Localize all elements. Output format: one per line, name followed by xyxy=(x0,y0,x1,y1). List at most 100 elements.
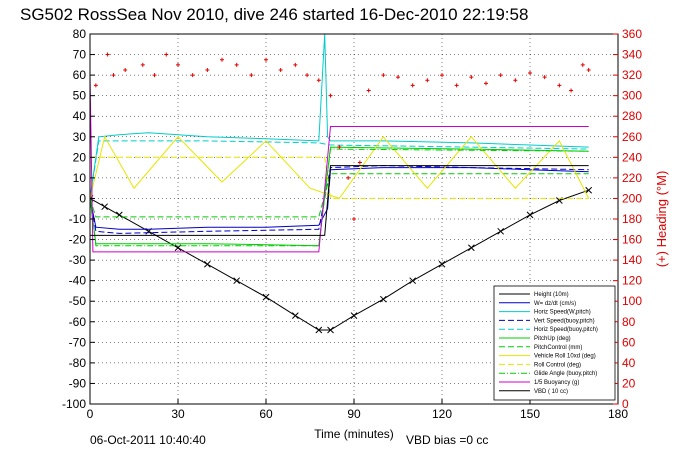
series-heading-point xyxy=(498,73,503,78)
series-height-10m-point xyxy=(526,211,534,219)
y2-tick-label: 100 xyxy=(622,294,642,308)
y2-tick-label: 360 xyxy=(622,27,642,41)
series-heading-point xyxy=(484,81,488,86)
series-heading-point xyxy=(123,67,128,72)
series-height-10m-point xyxy=(101,203,109,211)
series-heading-point xyxy=(176,62,180,67)
legend-label-1-5-buoyancy-g: 1/5 Buoyancy (g) xyxy=(534,380,579,386)
series-roll-control-deg xyxy=(90,156,589,199)
series-heading-point xyxy=(357,160,362,165)
series-height-10m-point xyxy=(327,326,334,334)
series-heading-point xyxy=(440,73,444,78)
y-tick-label: -60 xyxy=(69,315,87,329)
y2-tick-label: 280 xyxy=(622,109,642,123)
series-heading xyxy=(93,52,591,221)
legend-label-vert-speed-buoy-pitch: Vert Speed(buoy,pitch) xyxy=(534,318,595,324)
series-heading-point xyxy=(542,75,547,80)
y-tick-label: 30 xyxy=(73,130,87,144)
y2-tick-label: 180 xyxy=(622,212,642,226)
y2-tick-label: 60 xyxy=(622,335,636,349)
series-vert-speed-buoy-pitch-line xyxy=(90,165,589,234)
series-height-10m-point xyxy=(233,277,241,285)
y-tick-label: 60 xyxy=(73,68,87,82)
series-heading-point xyxy=(140,62,145,67)
series-height-10m-point xyxy=(438,260,446,268)
y-tick-label: -30 xyxy=(69,253,87,267)
series-heading-point xyxy=(366,88,371,93)
y2-tick-label: 320 xyxy=(622,68,642,82)
legend-label-pitchcontrol-mm: PitchControl (mm) xyxy=(534,345,582,351)
series-height-10m xyxy=(90,186,593,334)
x-tick-label: 90 xyxy=(347,407,361,421)
series-heading-point xyxy=(93,83,98,88)
series-pitchcontrol-mm xyxy=(90,173,589,218)
series-height-10m-point xyxy=(350,312,358,319)
y2-axis-label: (+) Heading (°M) xyxy=(654,171,669,268)
series-horiz-speed-buoy-pitch-line xyxy=(90,140,589,199)
y-tick-label: 70 xyxy=(73,48,87,62)
y-tick-label: 40 xyxy=(73,109,87,123)
series-heading-point xyxy=(328,93,333,98)
series-horiz-speed-buoy-pitch xyxy=(90,140,589,199)
series-height-10m-point xyxy=(174,244,182,252)
y-tick-label: -10 xyxy=(69,212,87,226)
y2-tick-label: 340 xyxy=(622,48,642,62)
y-tick-label: 20 xyxy=(73,150,87,164)
series-height-10m-point xyxy=(291,312,299,319)
series-height-10m-point xyxy=(467,244,475,252)
y2-tick-label: 140 xyxy=(622,253,642,267)
y2-tick-label: 160 xyxy=(622,233,642,247)
series-heading-point xyxy=(346,175,351,180)
y-tick-label: -100 xyxy=(62,397,86,411)
series-1-5-buoyancy-g-line xyxy=(90,75,589,253)
series-height-10m-point xyxy=(585,186,593,194)
legend-label-horiz-speed-w-pitch: Horiz Speed(W,pitch) xyxy=(534,310,591,316)
y2-tick-label: 20 xyxy=(622,376,636,390)
x-tick-label: 30 xyxy=(171,407,185,421)
x-tick-label: 180 xyxy=(608,407,628,421)
y-tick-label: -90 xyxy=(69,376,87,390)
series-heading-point xyxy=(111,73,116,78)
series-heading-point xyxy=(164,52,169,57)
series-heading-point xyxy=(396,75,400,80)
series-heading-point xyxy=(337,145,342,150)
x-tick-label: 150 xyxy=(520,407,540,421)
series-heading-point xyxy=(580,62,585,67)
series-heading-point xyxy=(105,52,110,57)
series-heading-point xyxy=(469,75,474,80)
series-glide-angle-buoy-pitch xyxy=(90,148,589,247)
y-tick-label: -20 xyxy=(69,233,87,247)
legend-box xyxy=(493,285,616,401)
series-height-10m-point xyxy=(262,293,270,301)
series-heading-point xyxy=(316,78,321,83)
y2-tick-label: 0 xyxy=(622,397,629,411)
series-heading-point xyxy=(410,83,415,88)
series-heading-point xyxy=(205,67,210,72)
series-glide-angle-buoy-pitch-line xyxy=(90,148,589,247)
series-heading-point xyxy=(190,73,195,78)
series-heading-point xyxy=(305,73,310,78)
y2-tick-label: 40 xyxy=(622,356,636,370)
x-axis-label: Time (minutes) xyxy=(314,427,394,441)
series-height-10m-point xyxy=(379,295,387,303)
axis-ticks: 0 30 60 90 120 150 180-100-90-80-70-60-50-40-3… xyxy=(62,27,642,421)
y2-tick-label: 120 xyxy=(622,274,642,288)
y-tick-label: -40 xyxy=(69,274,87,288)
series-heading-point xyxy=(425,78,430,83)
legend-label-vbd-10-cc: VBD ( 10 cc) xyxy=(534,389,568,395)
series-heading-point xyxy=(528,71,532,76)
series-vert-speed-buoy-pitch xyxy=(90,165,589,234)
series-1-5-buoyancy-g xyxy=(90,75,589,253)
series-heading-point xyxy=(264,57,268,62)
chart-title: SG502 RossSea Nov 2010, dive 246 started… xyxy=(20,5,528,24)
y2-tick-label: 80 xyxy=(622,315,636,329)
series-heading-point xyxy=(152,73,157,78)
series-heading-point xyxy=(586,67,591,72)
series-heading-point xyxy=(220,57,224,62)
footer-timestamp: 06-Oct-2011 10:40:40 xyxy=(90,433,206,447)
x-tick-label: 0 xyxy=(87,407,94,421)
series-heading-point xyxy=(381,73,386,78)
y-tick-label: 0 xyxy=(79,191,86,205)
x-tick-label: 60 xyxy=(259,407,273,421)
